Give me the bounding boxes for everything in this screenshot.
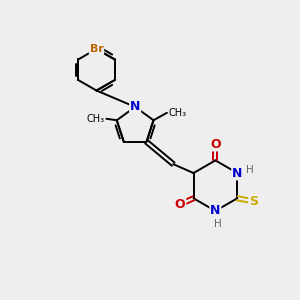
Text: O: O (210, 138, 221, 151)
Text: Br: Br (90, 44, 104, 54)
Text: N: N (232, 167, 242, 179)
Text: O: O (175, 198, 185, 211)
Text: CH₃: CH₃ (168, 108, 187, 118)
Text: N: N (130, 100, 140, 113)
Text: CH₃: CH₃ (87, 114, 105, 124)
Text: H: H (214, 219, 222, 229)
Text: S: S (249, 195, 258, 208)
Text: H: H (246, 165, 253, 175)
Text: N: N (210, 204, 220, 218)
